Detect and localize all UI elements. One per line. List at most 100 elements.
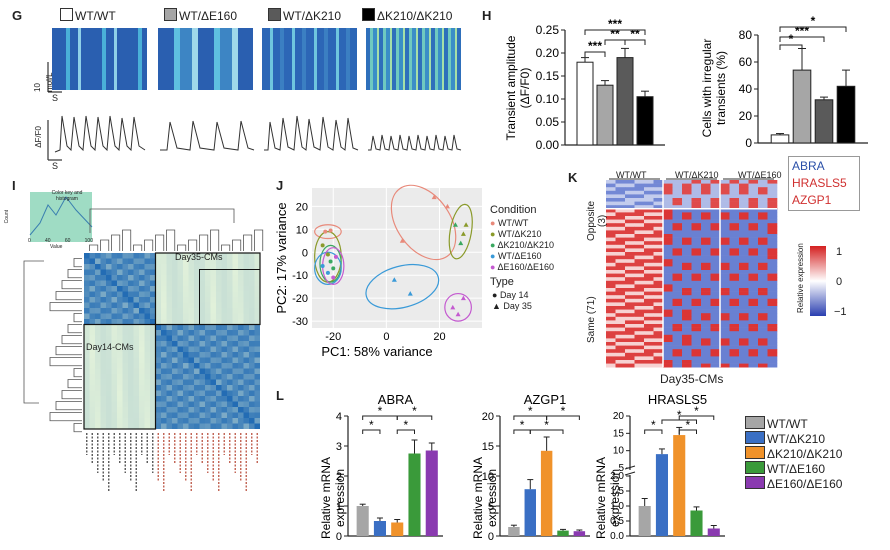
heatmap-cell bbox=[249, 269, 255, 275]
heatmap-cell bbox=[84, 313, 90, 319]
heatmap-cell bbox=[232, 253, 238, 259]
k-heatmap-cell bbox=[729, 316, 740, 321]
heatmap-cell bbox=[194, 418, 200, 424]
k-heatmap-cell bbox=[653, 208, 664, 213]
k-heatmap-cell bbox=[720, 327, 730, 332]
k-heatmap-cell bbox=[739, 360, 749, 364]
k-heatmap-cell bbox=[672, 313, 683, 318]
heatmap-cell bbox=[117, 280, 123, 286]
k-heatmap-cell bbox=[682, 334, 692, 339]
heatmap-cell bbox=[100, 341, 106, 347]
k-heatmap-cell bbox=[748, 291, 759, 296]
k-heatmap-cell bbox=[767, 298, 778, 303]
heatmap-cell bbox=[210, 253, 216, 259]
k-heatmap-cell bbox=[758, 309, 768, 314]
heatmap-cell bbox=[122, 412, 128, 418]
heatmap-cell bbox=[95, 418, 101, 424]
trace-scale-y-label: ΔF/F0 bbox=[34, 126, 43, 148]
k-heatmap-cell bbox=[672, 262, 683, 267]
k-heatmap-cell bbox=[767, 241, 778, 246]
k-heatmap-cell bbox=[615, 295, 626, 300]
l-azgp1-bar-4 bbox=[573, 531, 586, 536]
heatmap-cell bbox=[199, 258, 205, 264]
l-abra-ytick-label: 4 bbox=[336, 411, 342, 423]
k-heatmap-cell bbox=[606, 198, 616, 202]
heatmap-cell bbox=[238, 368, 244, 374]
heatmap-cell bbox=[177, 423, 183, 429]
heatmap-cell bbox=[139, 412, 145, 418]
k-heatmap-cell bbox=[748, 309, 759, 314]
k-heatmap-cell bbox=[672, 288, 683, 292]
k-heatmap-cell bbox=[634, 237, 645, 242]
heatmap-cell bbox=[95, 330, 101, 336]
pca-legend-label-0: WT/WT bbox=[497, 218, 529, 228]
heatmap-cell bbox=[249, 363, 255, 369]
heatmap-cell bbox=[205, 418, 211, 424]
k-heatmap-cell bbox=[729, 334, 740, 339]
k-heatmap-cell bbox=[615, 345, 626, 350]
heatmap-cell bbox=[144, 407, 150, 413]
heatmap-cell bbox=[100, 368, 106, 374]
panel-k-label: K bbox=[568, 170, 578, 185]
k-heatmap-cell bbox=[691, 334, 702, 339]
k-heatmap-cell bbox=[615, 356, 626, 361]
k-heatmap-cell bbox=[606, 324, 616, 328]
heatmap-cell bbox=[139, 357, 145, 363]
k-heatmap-cell bbox=[767, 187, 778, 192]
k-heatmap-cell bbox=[663, 219, 673, 224]
k-heatmap-cell bbox=[748, 244, 759, 249]
heatmap-cell bbox=[216, 324, 222, 330]
heatmap-cell bbox=[216, 423, 222, 429]
heatmap-cell bbox=[144, 258, 150, 264]
heatmap-cell bbox=[161, 253, 167, 259]
heatmap-cell bbox=[205, 258, 211, 264]
heatmap-cell bbox=[172, 396, 178, 402]
k-heatmap-cell bbox=[634, 302, 645, 307]
k-heatmap-cell bbox=[767, 223, 778, 228]
l-abra-sig-bracket-1 bbox=[396, 429, 415, 434]
k-heatmap-cell bbox=[606, 219, 616, 224]
k-heatmap-cell bbox=[691, 356, 702, 361]
heatmap-cell bbox=[216, 308, 222, 314]
k-heatmap-cell bbox=[682, 259, 692, 264]
color-key-title: Color key and histogram bbox=[51, 190, 83, 202]
k-heatmap-cell bbox=[606, 183, 616, 188]
heatmap-cell bbox=[111, 319, 117, 325]
k-heatmap-cell bbox=[682, 302, 692, 307]
heatmap-cell bbox=[199, 313, 205, 319]
calcium-trace-wt-wt bbox=[54, 115, 146, 153]
k-heatmap-cell bbox=[767, 295, 778, 300]
h-irregular-ytick-label: 20 bbox=[739, 109, 753, 123]
heatmap-cell bbox=[133, 319, 139, 325]
heatmap-cell bbox=[95, 407, 101, 413]
heatmap-cell bbox=[249, 335, 255, 341]
k-heatmap-cell bbox=[701, 259, 711, 264]
heatmap-cell bbox=[128, 308, 134, 314]
heatmap-cell bbox=[243, 401, 249, 407]
k-heatmap-cell bbox=[682, 190, 692, 195]
heatmap-cell bbox=[111, 253, 117, 259]
heatmap-cell bbox=[100, 418, 106, 424]
k-heatmap-cell bbox=[644, 298, 654, 303]
k-heatmap-cell bbox=[748, 352, 759, 357]
heatmap-cell bbox=[144, 335, 150, 341]
k-heatmap-cell bbox=[644, 262, 654, 267]
k-heatmap-cell bbox=[644, 259, 654, 264]
k-heatmap-cell bbox=[634, 288, 645, 292]
heatmap-cell bbox=[194, 269, 200, 275]
pca-legend-type-day14: ● Day 14 bbox=[492, 290, 529, 300]
heatmap-cell bbox=[183, 379, 189, 385]
cluster-label-day35: Day35-CMs bbox=[175, 252, 223, 262]
heatmap-cell bbox=[128, 412, 134, 418]
heatmap-cell bbox=[199, 357, 205, 363]
heatmap-cell bbox=[243, 264, 249, 270]
heatmap-cell bbox=[221, 258, 227, 264]
h-irregular-ylabel-line1: Cells with irregular bbox=[700, 39, 714, 138]
heatmap-cell bbox=[177, 258, 183, 264]
heatmap-cell bbox=[216, 352, 222, 358]
h-amplitude-ylabel-line1: Transient amplitude bbox=[504, 35, 518, 140]
heatmap-cell bbox=[95, 423, 101, 429]
heatmap-cell bbox=[254, 330, 260, 336]
heatmap-cell bbox=[89, 330, 95, 336]
k-heatmap-cell bbox=[644, 248, 654, 253]
